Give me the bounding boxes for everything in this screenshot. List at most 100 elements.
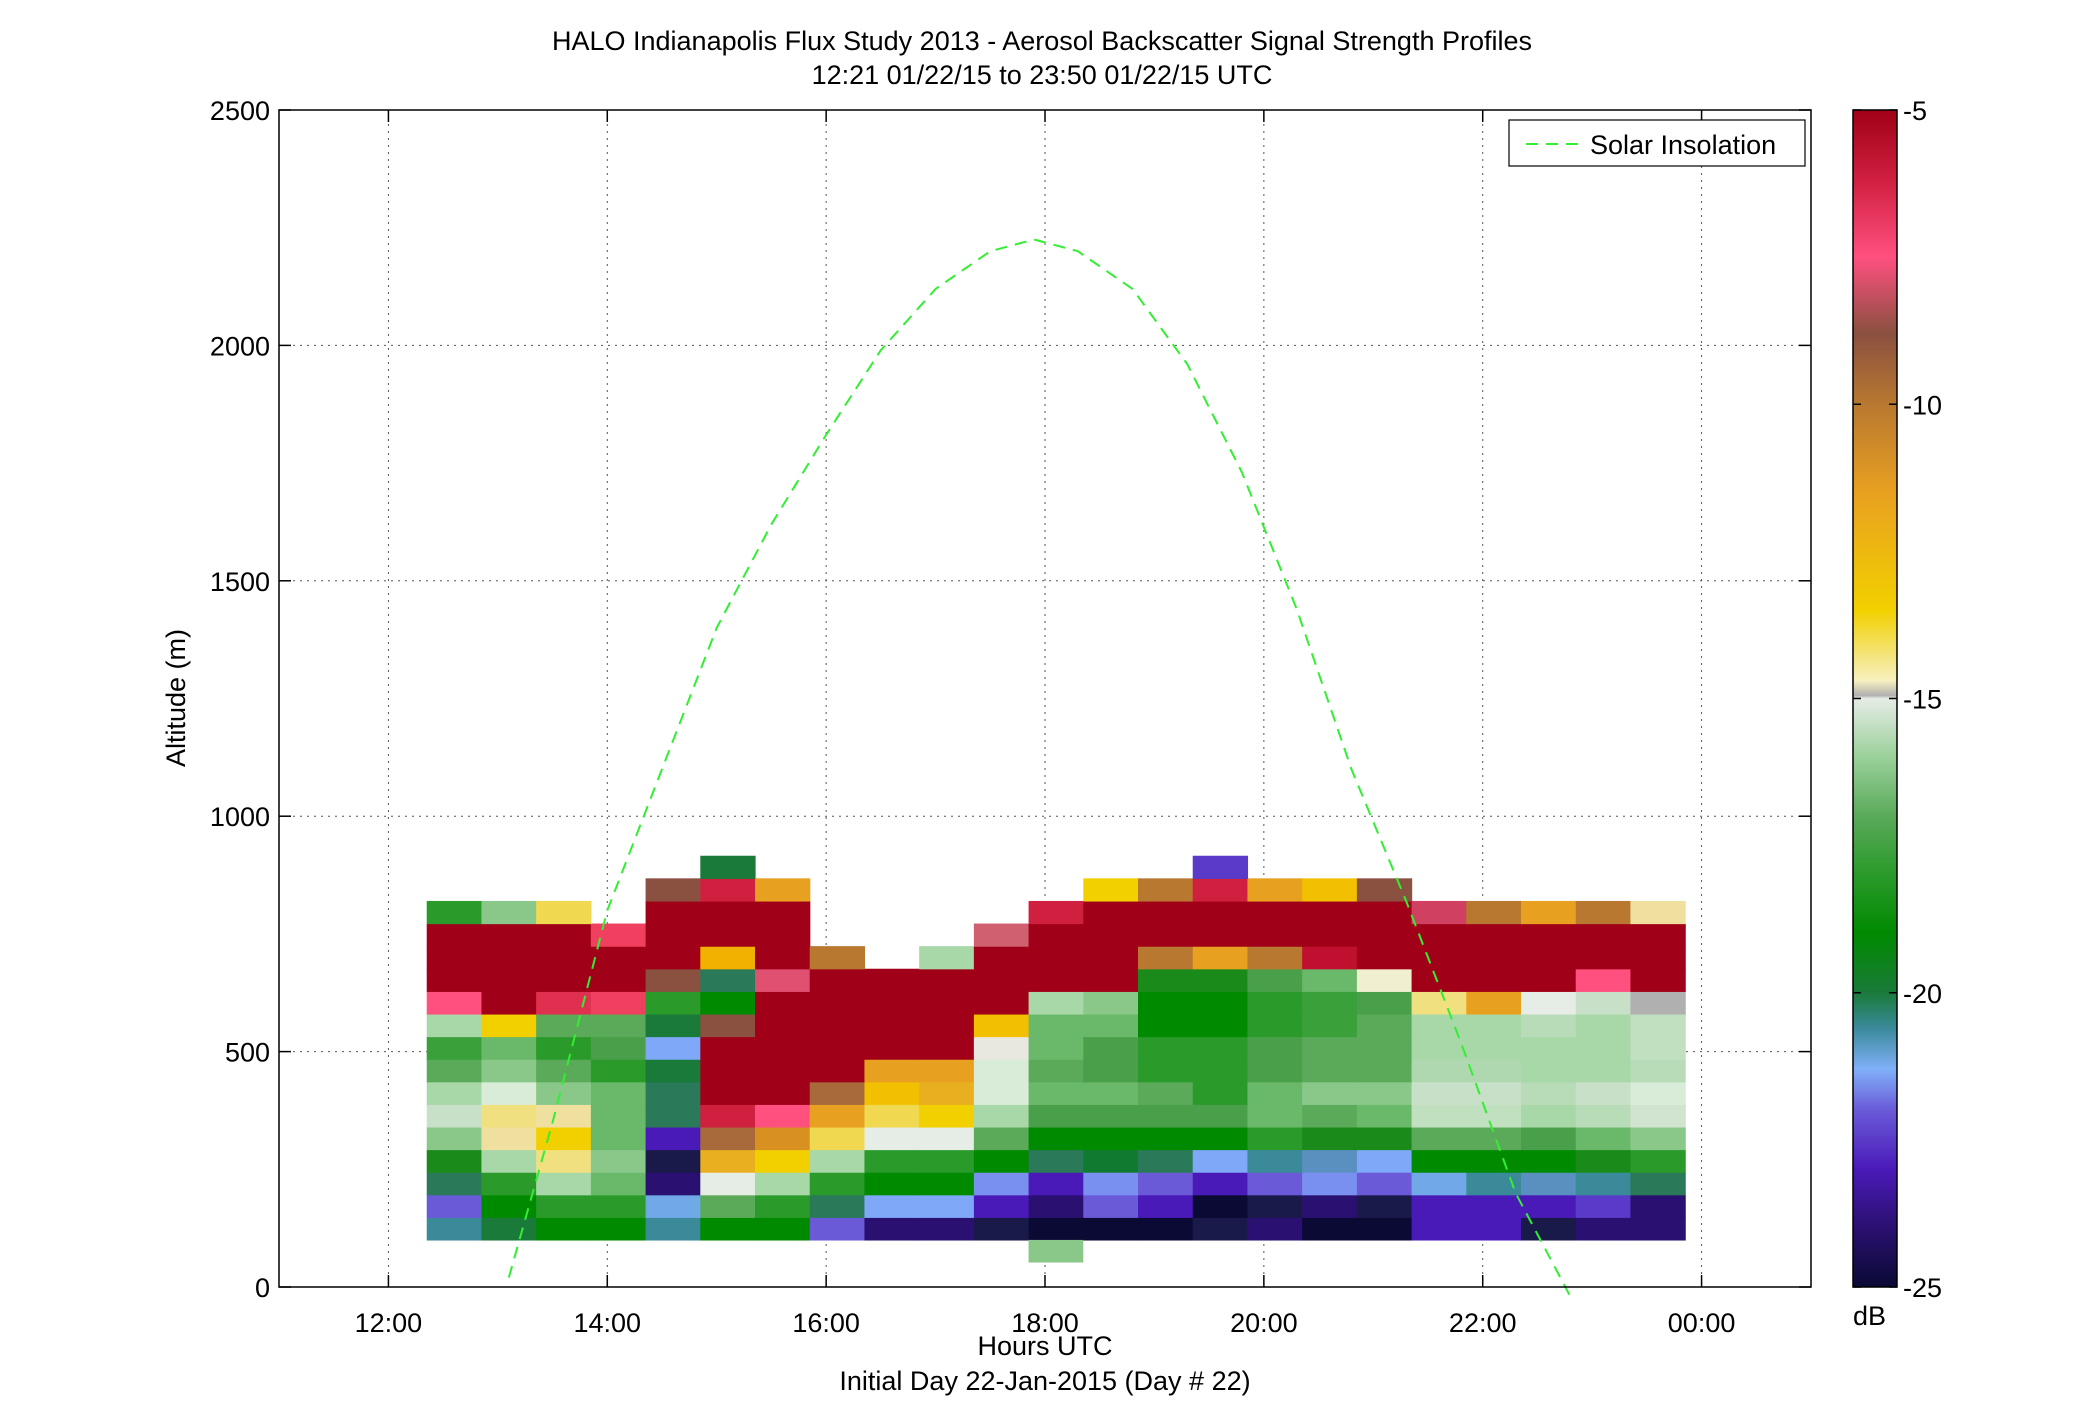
heatmap-cell (864, 1104, 920, 1128)
heatmap-cell (864, 991, 920, 1015)
heatmap-cell (536, 1126, 592, 1151)
heatmap-cell (1630, 991, 1686, 1015)
heatmap-cell (1247, 968, 1303, 992)
heatmap-cell (700, 1013, 756, 1038)
heatmap-cell (973, 946, 1030, 970)
heatmap-cell (1247, 878, 1303, 902)
legend: Solar Insolation (1508, 119, 1806, 167)
heatmap-cell (1083, 878, 1139, 902)
heatmap-cell (1028, 991, 1084, 1015)
heatmap-cell (809, 1059, 866, 1083)
heatmap-cell (426, 1149, 483, 1173)
heatmap-cell (700, 900, 756, 925)
heatmap-cell (1028, 1149, 1084, 1173)
heatmap-cell (1138, 1036, 1194, 1060)
heatmap-cell (1083, 991, 1139, 1015)
axis-ticks: 12:00 14:00 16:00 18:00 20:00 22:00 00:00 0 500 1… (210, 96, 1811, 1338)
heatmap-cell (1028, 946, 1084, 970)
heatmap-cell (1521, 1104, 1577, 1128)
heatmap-cell (973, 968, 1030, 992)
heatmap-cell (1302, 1081, 1358, 1105)
heatmap-cell (1630, 900, 1686, 925)
heatmap-cell (1138, 1126, 1194, 1151)
heatmap-cell (1575, 1059, 1632, 1083)
heatmap-cell (481, 946, 537, 970)
heatmap-cell (481, 1036, 537, 1060)
heatmap-cell (1138, 946, 1194, 970)
y-tick-label: 0 (255, 1273, 270, 1303)
heatmap-cell (1192, 878, 1249, 902)
heatmap-cell (1411, 1194, 1467, 1218)
heatmap-cell (1521, 1081, 1577, 1105)
heatmap-cell (809, 1081, 866, 1105)
heatmap-cell (1192, 991, 1249, 1015)
heatmap-cell (1630, 923, 1686, 947)
heatmap-cell (1411, 1013, 1467, 1038)
heatmap-cell (1138, 1149, 1194, 1173)
heatmap-cell (481, 1194, 537, 1218)
heatmap-cell (1521, 923, 1577, 947)
heatmap-cell (1302, 1172, 1358, 1196)
heatmap-cell (1247, 1013, 1303, 1038)
heatmap-cell (1192, 855, 1249, 879)
heatmap-cell (536, 1172, 592, 1196)
heatmap-cell (973, 1059, 1030, 1083)
heatmap-cell (1028, 1126, 1084, 1151)
heatmap-cell (536, 968, 592, 992)
heatmap-cell (973, 1013, 1030, 1038)
heatmap-cell (426, 1172, 483, 1196)
heatmap-cell (919, 1126, 975, 1151)
heatmap-cell (1630, 1104, 1686, 1128)
heatmap-cell (1411, 1172, 1467, 1196)
heatmap-cell (1575, 1013, 1632, 1038)
heatmap-cell (1028, 968, 1084, 992)
heatmap-cell (1466, 1013, 1522, 1038)
heatmap-cell (1083, 1126, 1139, 1151)
heatmap-cell (1302, 1217, 1358, 1241)
heatmap-cell (1521, 991, 1577, 1015)
heatmap-cell (1247, 923, 1303, 947)
heatmap-cell (1138, 878, 1194, 902)
heatmap-cell (426, 1126, 483, 1151)
heatmap-cell (1138, 1217, 1194, 1241)
heatmap-cell (1028, 1239, 1084, 1263)
colorbar-tick-label: -20 (1903, 979, 1942, 1009)
heatmap-cell (1138, 1059, 1194, 1083)
heatmap-cell (973, 1194, 1030, 1218)
heatmap-cell (755, 1013, 811, 1038)
heatmap-cell (481, 1172, 537, 1196)
heatmap-cell (590, 1036, 647, 1060)
heatmap-cell (973, 991, 1030, 1015)
heatmap-cell (973, 1172, 1030, 1196)
heatmap-cell (919, 1104, 975, 1128)
heatmap-cell (590, 946, 647, 970)
heatmap-cell (1466, 991, 1522, 1015)
heatmap-cell (645, 1036, 701, 1060)
heatmap-cell (645, 1013, 701, 1038)
heatmap-cell (536, 1104, 592, 1128)
heatmap-cell (864, 1172, 920, 1196)
heatmap-cell (919, 1059, 975, 1083)
heatmap-cell (864, 1081, 920, 1105)
heatmap-cell (1575, 1081, 1632, 1105)
heatmap-cell (1192, 1059, 1249, 1083)
heatmap-cell (1138, 1013, 1194, 1038)
heatmap-cell (1630, 1217, 1686, 1241)
heatmap-cell (1575, 991, 1632, 1015)
heatmap-cell (1575, 1104, 1632, 1128)
colorbar-tick-label: -5 (1903, 96, 1927, 126)
heatmap-cell (426, 1013, 483, 1038)
heatmap-cell (1356, 1126, 1413, 1151)
heatmap-cell (1411, 968, 1467, 992)
heatmap-cell (645, 1172, 701, 1196)
heatmap-cell (1083, 1149, 1139, 1173)
heatmap-cell (919, 968, 975, 992)
heatmap-cell (1083, 1059, 1139, 1083)
heatmap-cell (755, 1104, 811, 1128)
heatmap-cell (590, 1081, 647, 1105)
heatmap-cell (809, 1013, 866, 1038)
heatmap-cell (1192, 1104, 1249, 1128)
heatmap-cell (1521, 946, 1577, 970)
heatmap-cell (1356, 1194, 1413, 1218)
